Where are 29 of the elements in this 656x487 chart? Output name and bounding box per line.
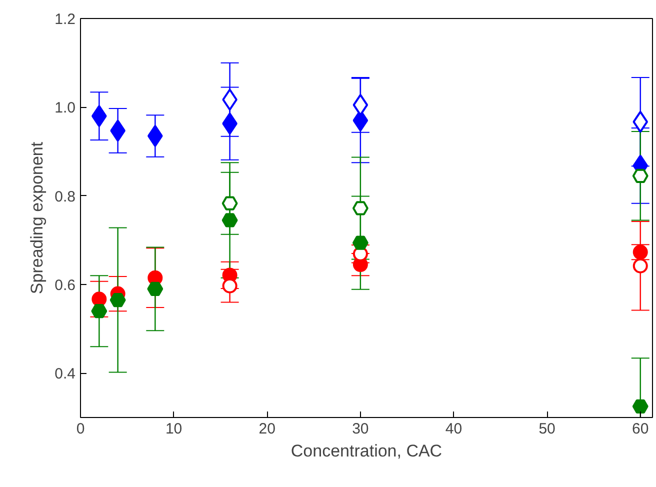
point	[91, 304, 108, 318]
y-tick-label: 1.2	[54, 11, 76, 28]
x-tick-label: 30	[352, 420, 369, 438]
point	[352, 201, 368, 216]
point	[352, 236, 368, 250]
x-axis-title: Concentration, CAC	[290, 442, 442, 460]
y-tick-label: 1.0	[54, 100, 76, 117]
point	[632, 399, 648, 414]
point	[92, 292, 107, 307]
y-tick-label: 0.4	[54, 366, 76, 383]
point	[91, 105, 107, 128]
point	[222, 213, 238, 228]
x-tick-label: 60	[632, 420, 649, 438]
x-tick-label: 0	[76, 420, 85, 438]
point	[222, 196, 238, 210]
point	[632, 258, 648, 274]
y-axis-title: Spreading exponent	[28, 142, 47, 294]
point	[222, 278, 238, 294]
point	[110, 292, 126, 308]
x-tick-label: 20	[258, 420, 276, 438]
y-tick-label: 0.6	[54, 277, 76, 294]
point	[632, 110, 648, 133]
point	[147, 282, 164, 296]
x-tick-label: 40	[445, 420, 462, 438]
y-tick-label: 0.8	[54, 188, 76, 206]
x-tick-label: 50	[538, 420, 556, 438]
point	[147, 124, 163, 147]
x-tick-label: 10	[165, 420, 182, 438]
point	[632, 168, 648, 183]
